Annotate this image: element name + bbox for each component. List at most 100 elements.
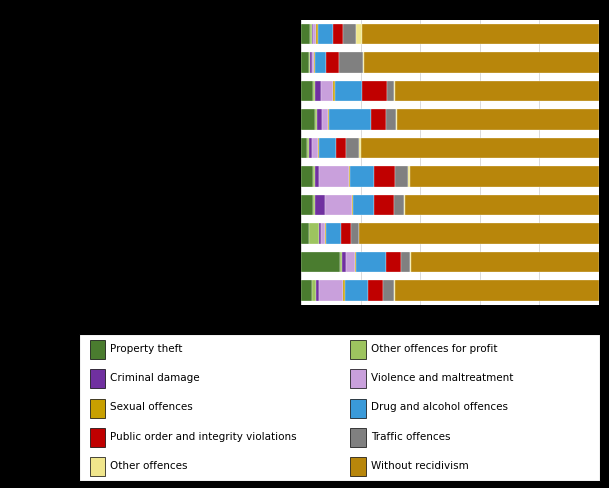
Text: Criminal damage: Criminal damage bbox=[110, 373, 200, 383]
Bar bbox=[350, 457, 365, 476]
Bar bbox=[352, 195, 353, 215]
Bar bbox=[301, 52, 309, 73]
Bar bbox=[319, 166, 349, 187]
Bar bbox=[309, 52, 311, 73]
Bar bbox=[314, 52, 315, 73]
Bar bbox=[325, 224, 326, 244]
Text: Other offences for profit: Other offences for profit bbox=[371, 344, 498, 354]
Bar bbox=[355, 252, 356, 272]
Bar bbox=[375, 166, 395, 187]
Bar bbox=[321, 81, 333, 101]
Bar bbox=[359, 138, 361, 158]
Bar bbox=[311, 23, 312, 44]
Bar bbox=[319, 281, 343, 301]
Bar bbox=[301, 81, 314, 101]
Bar bbox=[333, 23, 343, 44]
Bar bbox=[315, 195, 325, 215]
Bar bbox=[309, 224, 319, 244]
Bar bbox=[309, 138, 312, 158]
Bar bbox=[356, 23, 362, 44]
Text: Traffic offences: Traffic offences bbox=[371, 432, 450, 442]
Bar bbox=[350, 369, 365, 388]
Bar bbox=[315, 109, 317, 130]
Bar bbox=[343, 23, 356, 44]
Bar bbox=[314, 23, 316, 44]
Bar bbox=[393, 195, 404, 215]
Bar bbox=[363, 52, 364, 73]
Bar bbox=[326, 52, 339, 73]
Bar bbox=[396, 109, 599, 130]
Bar bbox=[314, 195, 315, 215]
Bar bbox=[410, 252, 412, 272]
Bar bbox=[301, 252, 340, 272]
Bar bbox=[395, 281, 599, 301]
Bar bbox=[343, 281, 345, 301]
Bar bbox=[368, 281, 383, 301]
Bar bbox=[301, 138, 308, 158]
Bar bbox=[375, 195, 393, 215]
Bar bbox=[351, 166, 375, 187]
Text: Without recidivism: Without recidivism bbox=[371, 461, 468, 471]
Bar bbox=[315, 52, 326, 73]
Bar bbox=[312, 138, 318, 158]
Bar bbox=[395, 166, 409, 187]
Bar bbox=[350, 399, 365, 418]
Bar bbox=[385, 109, 396, 130]
Bar bbox=[312, 23, 314, 44]
Bar bbox=[401, 252, 410, 272]
Bar bbox=[315, 81, 321, 101]
Bar bbox=[321, 224, 325, 244]
Bar bbox=[312, 281, 316, 301]
Bar bbox=[361, 138, 599, 158]
Bar bbox=[317, 109, 322, 130]
Bar bbox=[90, 340, 105, 359]
Text: Sexual offences: Sexual offences bbox=[110, 403, 193, 412]
Bar bbox=[90, 428, 105, 447]
Bar bbox=[387, 81, 395, 101]
Bar bbox=[336, 138, 346, 158]
Bar bbox=[90, 457, 105, 476]
Bar bbox=[314, 81, 315, 101]
Bar bbox=[341, 224, 351, 244]
Bar bbox=[353, 195, 375, 215]
Bar bbox=[333, 81, 335, 101]
Bar bbox=[409, 166, 410, 187]
Bar bbox=[301, 109, 315, 130]
Bar bbox=[316, 23, 318, 44]
Bar bbox=[350, 428, 365, 447]
Bar bbox=[349, 166, 351, 187]
Text: Other offences: Other offences bbox=[110, 461, 188, 471]
Bar bbox=[356, 252, 386, 272]
Bar bbox=[364, 52, 599, 73]
Bar bbox=[301, 166, 314, 187]
Bar bbox=[371, 109, 385, 130]
Bar bbox=[362, 81, 387, 101]
Bar bbox=[395, 81, 599, 101]
Bar bbox=[386, 252, 401, 272]
Bar bbox=[312, 52, 314, 73]
Bar bbox=[346, 138, 359, 158]
Bar bbox=[316, 281, 319, 301]
Bar bbox=[335, 81, 362, 101]
Text: Violence and maltreatment: Violence and maltreatment bbox=[371, 373, 513, 383]
Bar bbox=[325, 195, 352, 215]
Bar bbox=[328, 109, 329, 130]
Text: Public order and integrity violations: Public order and integrity violations bbox=[110, 432, 297, 442]
Bar bbox=[340, 252, 342, 272]
Bar bbox=[90, 369, 105, 388]
Bar bbox=[322, 109, 328, 130]
FancyBboxPatch shape bbox=[79, 334, 600, 481]
Bar bbox=[412, 252, 599, 272]
Bar bbox=[318, 23, 333, 44]
Bar bbox=[301, 281, 312, 301]
Bar bbox=[346, 252, 355, 272]
Bar bbox=[410, 166, 599, 187]
Bar bbox=[359, 224, 599, 244]
Bar bbox=[345, 281, 368, 301]
Bar bbox=[315, 166, 319, 187]
Bar bbox=[319, 138, 336, 158]
Bar bbox=[326, 224, 341, 244]
Text: Drug and alcohol offences: Drug and alcohol offences bbox=[371, 403, 508, 412]
Bar bbox=[301, 224, 309, 244]
Bar bbox=[342, 252, 346, 272]
